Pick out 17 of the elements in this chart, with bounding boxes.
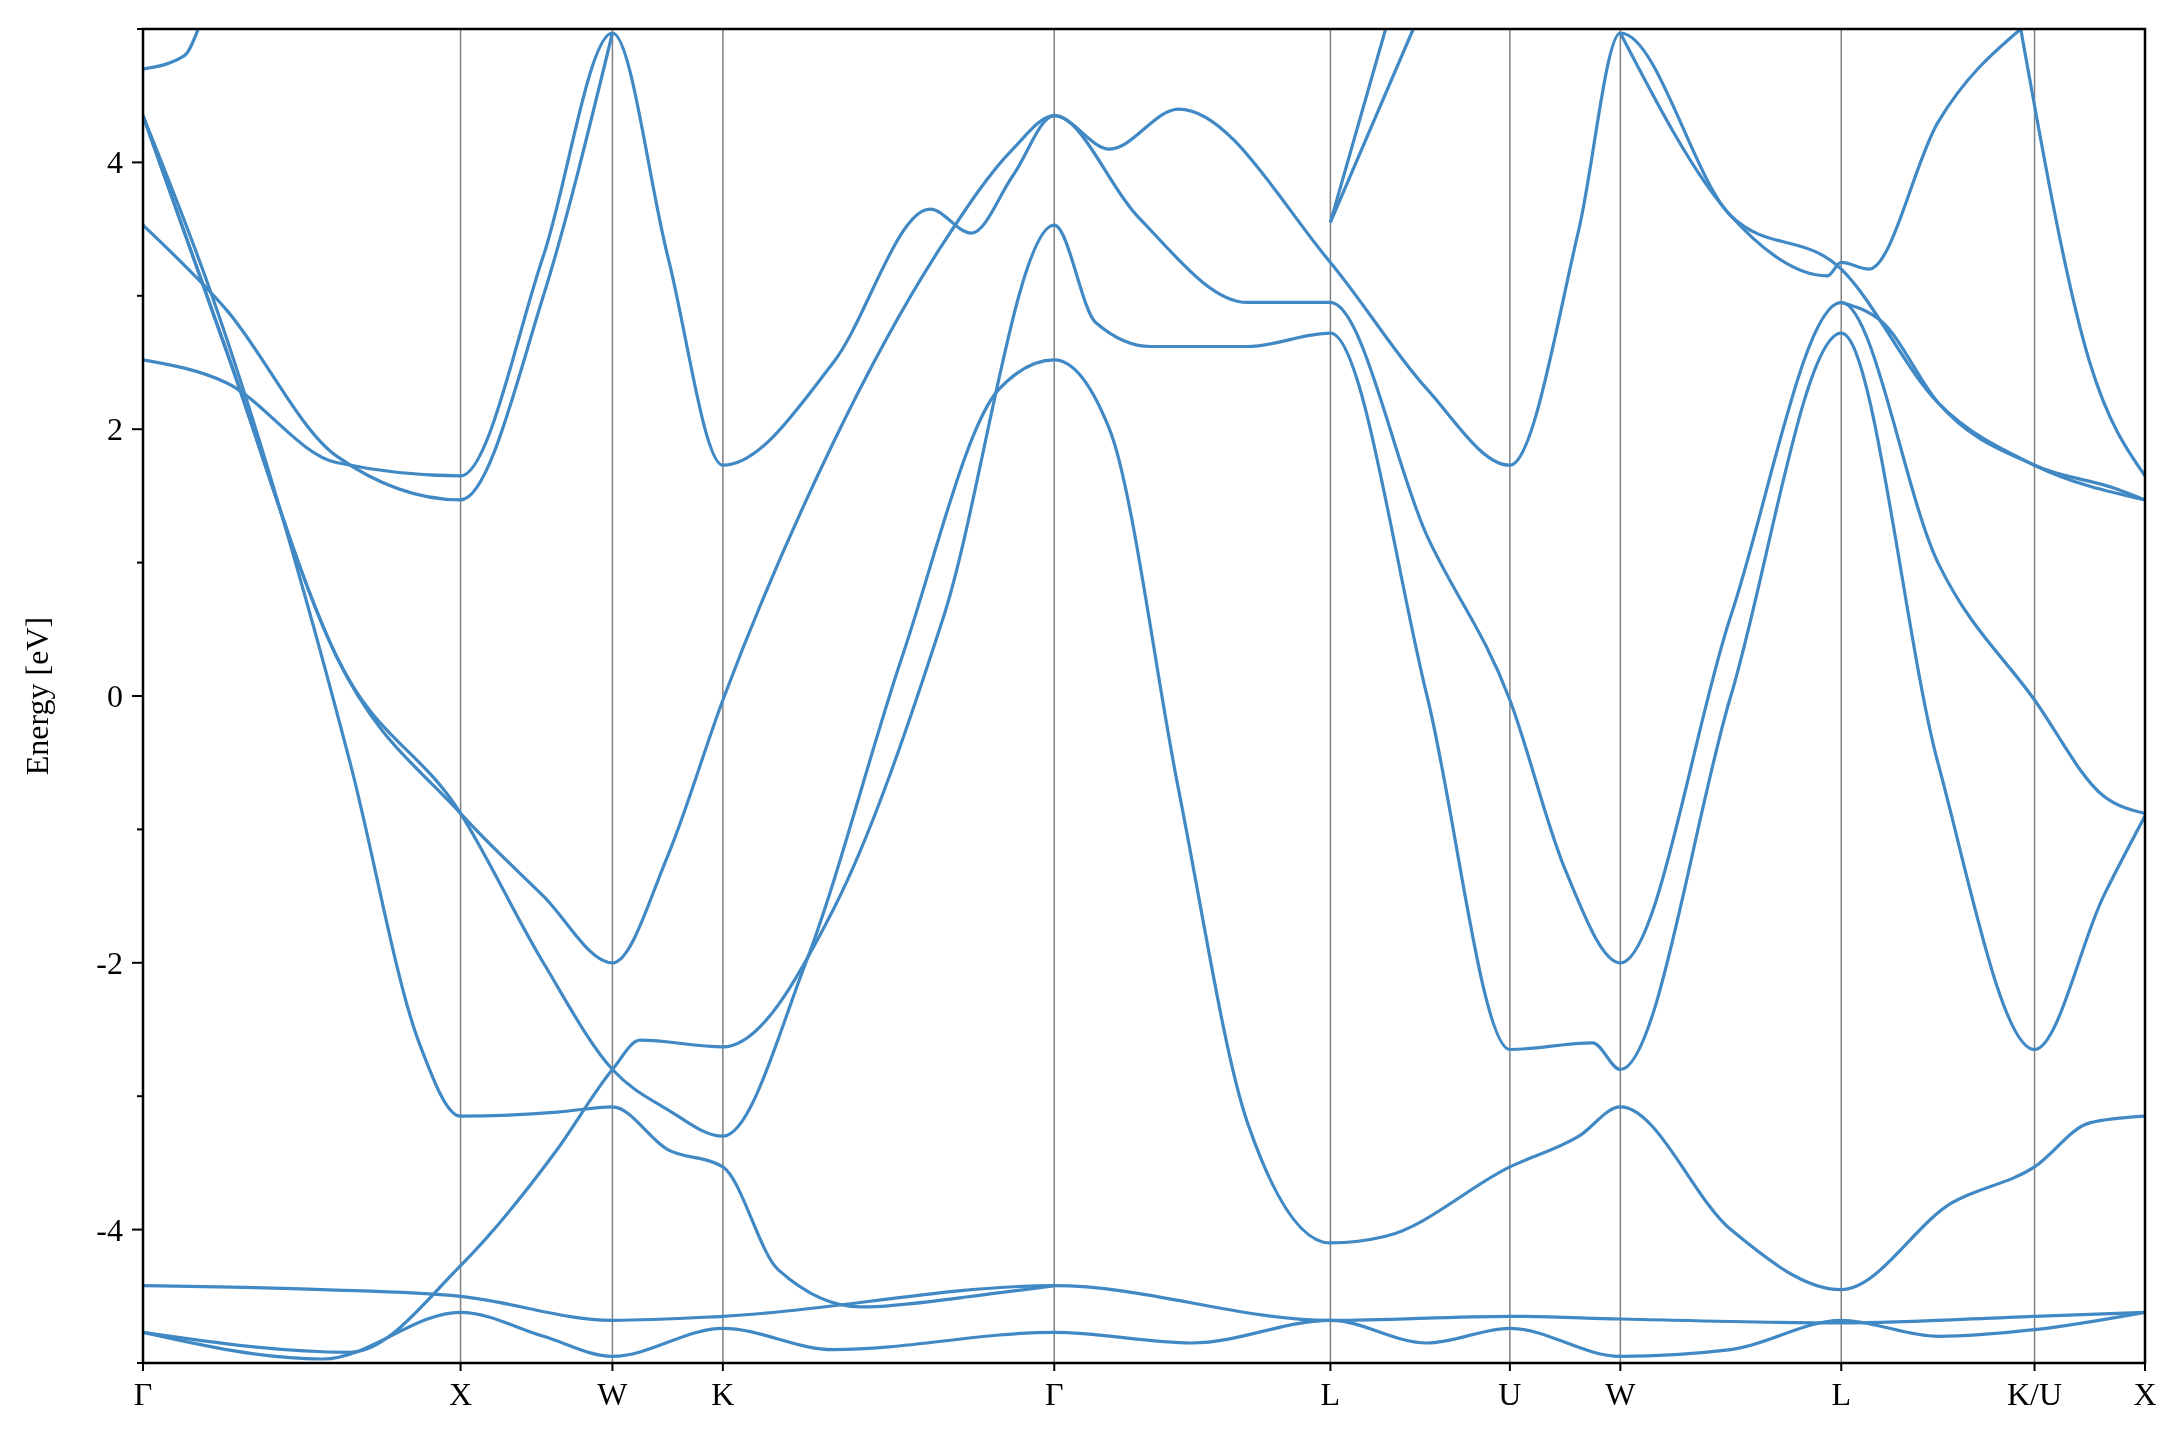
x-tick-label: X (449, 1376, 473, 1412)
x-tick-label: Γ (1045, 1376, 1064, 1412)
y-tick-label: -2 (96, 944, 123, 981)
x-tick-label: U (1498, 1376, 1522, 1412)
x-tick-label: Γ (133, 1376, 153, 1412)
x-tick-label: W (597, 1376, 629, 1412)
y-tick-label: -4 (96, 1211, 123, 1248)
x-tick-label: K/U (2006, 1376, 2063, 1412)
x-tick-label: X (2133, 1376, 2157, 1412)
y-tick-label: 0 (107, 678, 123, 714)
x-tick-label: L (1831, 1376, 1852, 1412)
x-tick-label: L (1320, 1376, 1341, 1412)
y-tick-label: 4 (107, 144, 123, 181)
y-tick-label: 2 (107, 411, 123, 448)
y-axis-title: Energy [eV] (19, 616, 55, 776)
x-tick-label: K (711, 1376, 735, 1412)
x-tick-label: W (1605, 1376, 1637, 1412)
